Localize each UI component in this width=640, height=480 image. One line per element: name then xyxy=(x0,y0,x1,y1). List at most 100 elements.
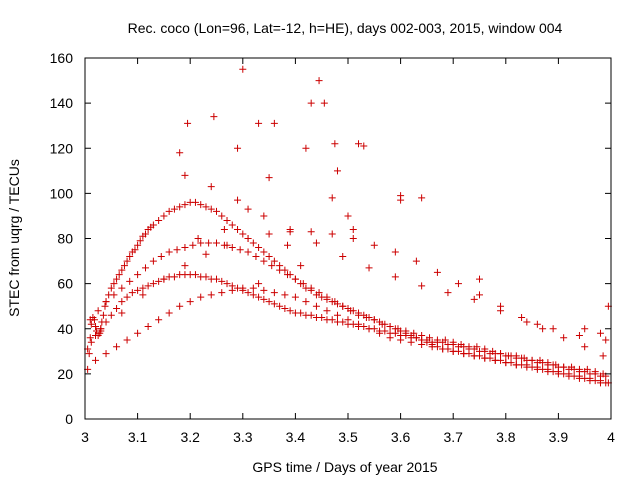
data-point xyxy=(391,248,399,256)
data-point xyxy=(181,201,189,209)
data-point xyxy=(418,341,426,349)
data-point xyxy=(502,359,510,367)
data-point xyxy=(333,311,341,319)
data-point xyxy=(544,359,552,367)
data-point xyxy=(376,329,384,337)
data-point xyxy=(418,282,426,290)
data-point xyxy=(465,343,473,351)
data-point xyxy=(339,318,347,326)
data-point xyxy=(315,77,323,85)
data-point xyxy=(307,311,315,319)
data-point xyxy=(244,205,252,213)
data-point xyxy=(265,253,273,261)
data-point xyxy=(120,262,128,270)
data-point xyxy=(244,289,252,297)
data-point xyxy=(460,350,468,358)
data-point xyxy=(378,320,386,328)
data-point xyxy=(391,329,399,337)
data-point xyxy=(291,275,299,283)
data-point xyxy=(439,345,447,353)
data-point xyxy=(134,241,142,249)
data-point xyxy=(255,293,263,301)
data-point xyxy=(433,336,441,344)
data-point xyxy=(512,361,520,369)
data-point xyxy=(318,313,326,321)
data-point xyxy=(239,230,247,238)
data-point xyxy=(141,230,149,238)
data-point xyxy=(407,338,415,346)
data-point xyxy=(220,225,228,233)
x-tick-label: 3.5 xyxy=(338,429,358,445)
data-point xyxy=(191,198,199,206)
data-point xyxy=(328,316,336,324)
data-point xyxy=(118,298,126,306)
data-point xyxy=(476,275,483,283)
data-point xyxy=(223,216,231,224)
data-point xyxy=(323,307,331,315)
data-point xyxy=(102,318,110,326)
data-point xyxy=(265,174,273,182)
data-point xyxy=(591,368,599,376)
data-point xyxy=(265,298,273,306)
data-point xyxy=(260,286,268,294)
data-point xyxy=(470,295,478,303)
data-point xyxy=(560,334,568,342)
data-marks xyxy=(84,65,612,387)
data-point xyxy=(144,322,152,330)
data-point xyxy=(365,264,373,272)
data-point xyxy=(286,307,294,315)
data-point xyxy=(149,257,157,265)
data-point xyxy=(207,183,215,191)
data-point xyxy=(136,237,144,245)
data-point xyxy=(141,264,149,272)
data-point xyxy=(218,277,226,285)
data-point xyxy=(94,307,102,315)
data-point xyxy=(349,235,357,242)
y-tick-label: 120 xyxy=(50,140,74,156)
data-point xyxy=(113,304,121,312)
data-point xyxy=(412,334,420,342)
data-point xyxy=(255,244,263,252)
data-point xyxy=(176,149,184,157)
data-point xyxy=(307,284,315,292)
data-point xyxy=(523,361,531,369)
data-point xyxy=(286,228,294,236)
data-point xyxy=(110,280,118,288)
data-point xyxy=(418,194,426,202)
data-point xyxy=(491,356,499,364)
data-point xyxy=(170,205,178,213)
x-tick-label: 3.7 xyxy=(443,429,463,445)
data-point xyxy=(249,239,257,247)
x-tick-label: 3.8 xyxy=(496,429,516,445)
data-point xyxy=(602,336,610,344)
data-point xyxy=(581,343,589,351)
data-point xyxy=(260,257,268,265)
data-point xyxy=(101,302,109,310)
data-point xyxy=(197,293,205,301)
axis-ticks: 3 3.1 3.2 3.3 3.4 3.5 3.6 3.7 3.8 3.9 402040608010… xyxy=(50,50,615,445)
data-point xyxy=(134,329,142,337)
data-point xyxy=(176,302,184,310)
y-tick-label: 100 xyxy=(50,185,74,201)
x-tick-label: 3.1 xyxy=(128,429,148,445)
data-point xyxy=(497,350,505,358)
data-point xyxy=(418,332,426,340)
data-point xyxy=(347,307,355,315)
data-point xyxy=(596,377,604,385)
data-point xyxy=(115,271,123,279)
data-point xyxy=(360,142,368,150)
data-point xyxy=(320,99,328,107)
data-point xyxy=(126,277,134,285)
data-point xyxy=(202,273,210,281)
data-point xyxy=(575,365,583,373)
y-tick-label: 160 xyxy=(50,50,74,66)
data-point xyxy=(402,327,410,335)
data-point xyxy=(205,239,213,247)
data-point xyxy=(128,289,136,297)
data-point xyxy=(260,295,268,303)
y-tick-label: 40 xyxy=(57,321,73,337)
y-tick-label: 60 xyxy=(57,276,73,292)
y-tick-label: 20 xyxy=(57,366,73,382)
data-point xyxy=(249,284,257,292)
data-point xyxy=(360,322,368,330)
